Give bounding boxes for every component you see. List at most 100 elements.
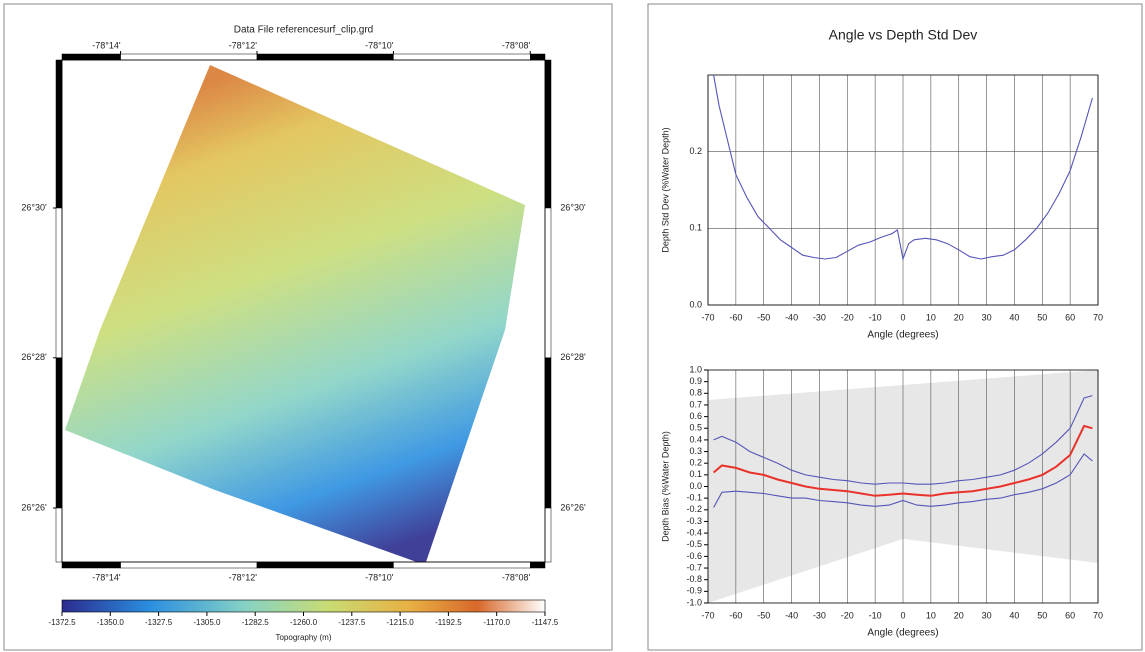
y-tick-label: 26°26' xyxy=(21,502,47,512)
x-tick-label: 50 xyxy=(1037,610,1047,620)
frame-segment xyxy=(544,507,552,563)
colorbar-tick-label: -1372.5 xyxy=(48,618,76,627)
y-tick-label: 26°26' xyxy=(560,502,586,512)
y-tick-label: 0.1 xyxy=(689,469,702,479)
y-tick-label: 0.4 xyxy=(689,434,702,444)
x-tick-label: 50 xyxy=(1037,312,1047,322)
x-tick-label: -78°08' xyxy=(502,40,531,50)
y-tick-label: 26°28' xyxy=(21,352,47,362)
left-panel xyxy=(3,3,613,651)
y-tick-label: 26°30' xyxy=(560,202,586,212)
y-axis-label: Depth Bias (%Water Depth) xyxy=(660,431,670,542)
x-tick-label: -78°10' xyxy=(365,572,394,582)
x-axis-label: Angle (degrees) xyxy=(867,330,938,341)
y-axis-label: Depth Std Dev (%Water Depth) xyxy=(660,127,670,252)
x-tick-label: -20 xyxy=(841,312,854,322)
y-tick-label: -0.9 xyxy=(686,586,702,596)
y-tick-label: 0.2 xyxy=(689,146,702,156)
colorbar-tick-label: -1215.0 xyxy=(387,618,415,627)
y-tick-label: 1.0 xyxy=(689,364,702,374)
chart-title: Angle vs Depth Std Dev xyxy=(829,27,978,43)
x-tick-label: -78°12' xyxy=(229,572,258,582)
y-tick-label: 0.5 xyxy=(689,423,702,433)
x-tick-label: 70 xyxy=(1093,610,1103,620)
x-tick-label: -60 xyxy=(729,610,742,620)
x-tick-label: 20 xyxy=(954,312,964,322)
chart-layer: Data File referencesurf_clip.grd -78°14' -… xyxy=(21,25,1103,642)
x-tick-label: -78°14' xyxy=(92,572,121,582)
x-tick-label: -78°10' xyxy=(365,40,394,50)
y-tick-label: -0.3 xyxy=(686,516,702,526)
y-tick-label: -1.0 xyxy=(686,597,702,607)
frame-segment xyxy=(61,53,121,61)
y-tick-label: 0.0 xyxy=(689,481,702,491)
x-tick-label: 40 xyxy=(1009,312,1019,322)
frame-segment xyxy=(393,53,531,61)
y-tick-label: 0.0 xyxy=(689,299,702,309)
x-tick-label: -10 xyxy=(869,610,882,620)
frame-segment xyxy=(55,507,63,563)
series-line xyxy=(713,74,1093,262)
colorbar-tick-label: -1327.5 xyxy=(145,618,173,627)
plot-frame xyxy=(707,369,1099,604)
x-tick-label: -40 xyxy=(785,312,798,322)
map-title: Data File referencesurf_clip.grd xyxy=(234,25,374,36)
x-tick-label: -30 xyxy=(813,312,826,322)
colorbar-tick-label: -1237.5 xyxy=(338,618,366,627)
x-tick-label: 70 xyxy=(1093,312,1103,322)
y-tick-label: 0.3 xyxy=(689,446,702,456)
x-tick-label: 60 xyxy=(1065,312,1075,322)
frame-segment xyxy=(55,207,63,359)
colorbar-label: Topography (m) xyxy=(275,633,331,642)
x-tick-label: -78°08' xyxy=(502,572,531,582)
colorbar-tick-label: -1282.5 xyxy=(242,618,270,627)
y-tick-label: 0.7 xyxy=(689,399,702,409)
x-tick-label: 30 xyxy=(982,610,992,620)
frame-segment xyxy=(530,53,546,61)
y-tick-label: -0.5 xyxy=(686,539,702,549)
frame-segment xyxy=(544,357,552,509)
x-tick-label: 0 xyxy=(900,610,905,620)
x-tick-label: 20 xyxy=(954,610,964,620)
series-line xyxy=(713,453,1093,508)
frame-segment xyxy=(61,561,121,569)
plot-frame xyxy=(707,74,1099,306)
x-tick-label: -50 xyxy=(757,312,770,322)
frame-segment xyxy=(544,59,552,209)
colorbar-tick-label: -1147.5 xyxy=(532,618,559,627)
series-line xyxy=(712,424,1093,497)
map-frame xyxy=(61,59,546,563)
frame-segment xyxy=(120,53,258,61)
y-tick-label: 0.8 xyxy=(689,388,702,398)
x-tick-label: 10 xyxy=(926,610,936,620)
x-axis-label: Angle (degrees) xyxy=(867,628,938,639)
y-tick-label: 26°28' xyxy=(560,352,586,362)
x-tick-label: 60 xyxy=(1065,610,1075,620)
y-tick-label: -0.1 xyxy=(686,493,702,503)
x-tick-label: -78°12' xyxy=(229,40,258,50)
x-tick-label: -50 xyxy=(757,610,770,620)
x-tick-label: 0 xyxy=(900,312,905,322)
y-tick-label: 0.1 xyxy=(689,223,702,233)
frame-segment xyxy=(544,207,552,359)
x-tick-label: -70 xyxy=(701,312,714,322)
x-tick-label: 40 xyxy=(1009,610,1019,620)
series-line xyxy=(713,395,1093,485)
frame-segment xyxy=(256,561,394,569)
y-tick-label: 0.6 xyxy=(689,411,702,421)
y-tick-label: 26°30' xyxy=(21,202,47,212)
colorbar xyxy=(61,599,546,613)
colorbar-tick-label: -1170.0 xyxy=(483,618,510,627)
colorbar-tick-label: -1350.0 xyxy=(97,618,125,627)
x-tick-label: -20 xyxy=(841,610,854,620)
x-tick-label: -60 xyxy=(729,312,742,322)
x-tick-label: -30 xyxy=(813,610,826,620)
colorbar-tick-label: -1260.0 xyxy=(290,618,318,627)
x-tick-label: -78°14' xyxy=(92,40,121,50)
frame-segment xyxy=(55,59,63,209)
y-tick-label: -0.7 xyxy=(686,562,702,572)
y-tick-label: 0.9 xyxy=(689,376,702,386)
x-tick-label: -40 xyxy=(785,610,798,620)
